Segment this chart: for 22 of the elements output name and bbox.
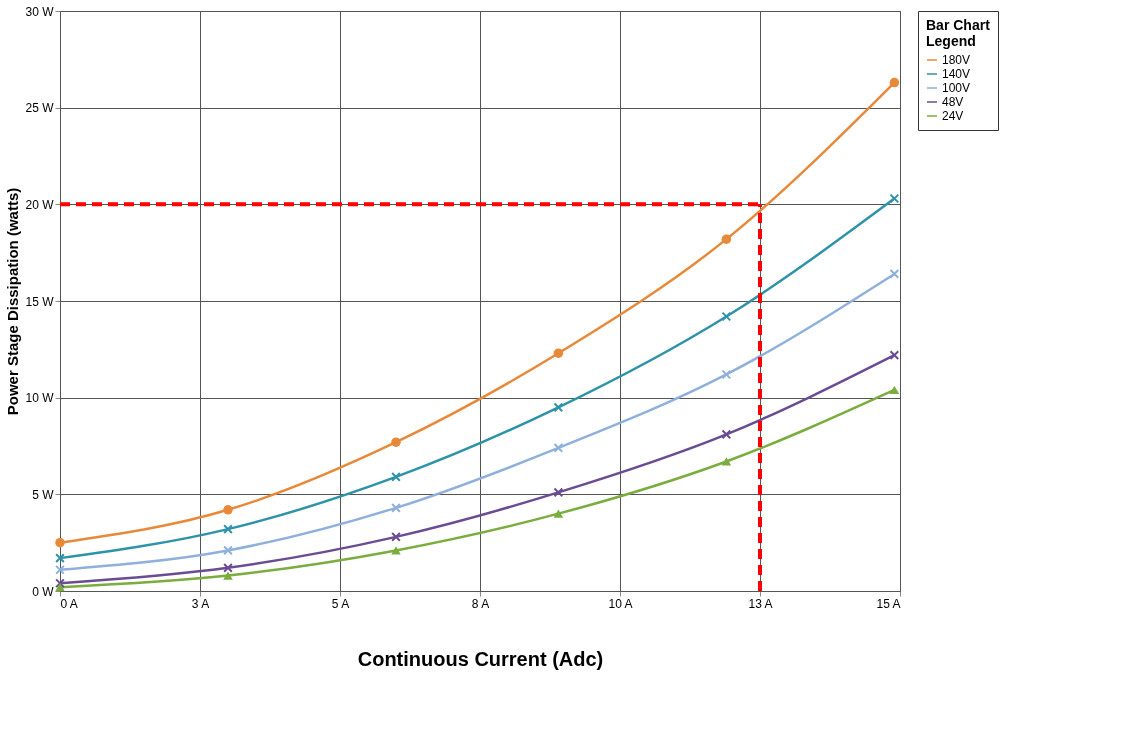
y-tick-label: 15 W [25,294,55,309]
legend-label: 140V [942,67,971,81]
legend-label: 180V [942,53,971,67]
legend-label: 48V [942,95,964,109]
x-tick-label: 15 A [876,596,901,611]
legend-title: Bar Chart Legend [926,17,991,49]
y-axis-title: Power Stage Dissipation (watts) [4,187,22,416]
y-tick-label: 25 W [25,101,55,116]
x-axis-title: Continuous Current (Adc) [357,647,604,670]
x-tick-label: 0 A [60,596,78,611]
y-tick-label: 30 W [25,4,55,19]
legend-label: 100V [942,81,971,95]
x-tick-label: 13 A [748,596,773,611]
x-tick-label: 8 A [471,596,490,611]
y-tick-label: 20 W [25,197,55,212]
y-tick-label: 5 W [32,487,55,502]
legend-label: 24V [942,109,964,123]
x-tick-label: 3 A [191,596,210,611]
y-tick-label: 0 W [32,584,55,599]
y-tick-label: 10 W [25,391,55,406]
x-tick-label: 5 A [331,596,350,611]
x-tick-label: 10 A [608,596,633,611]
